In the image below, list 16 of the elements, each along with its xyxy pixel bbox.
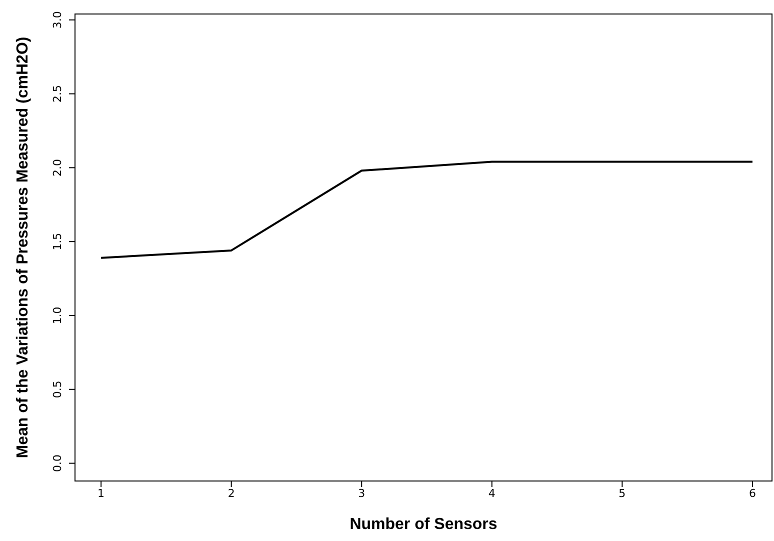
y-tick-label: 2.5 xyxy=(51,85,64,103)
y-tick-label: 3.0 xyxy=(51,11,64,29)
y-tick-label: 0.0 xyxy=(51,454,64,472)
y-tick-label: 0.5 xyxy=(51,380,64,398)
x-tick-label: 4 xyxy=(488,486,496,500)
line-series xyxy=(100,160,754,259)
y-tick-label: 1.0 xyxy=(51,306,64,324)
y-axis-title: Mean of the Variations of Pressures Measured (cmH2O) xyxy=(14,36,32,458)
y-tick-label: 2.0 xyxy=(51,158,64,176)
x-tick-label: 1 xyxy=(98,486,105,500)
x-axis-title: Number of Sensors xyxy=(350,516,498,533)
x-tick-label: 5 xyxy=(618,486,626,500)
x-tick-label: 2 xyxy=(228,486,235,500)
x-tick-label: 6 xyxy=(748,486,756,500)
x-tick-label: 3 xyxy=(358,486,366,500)
y-tick-label: 1.5 xyxy=(51,232,64,250)
